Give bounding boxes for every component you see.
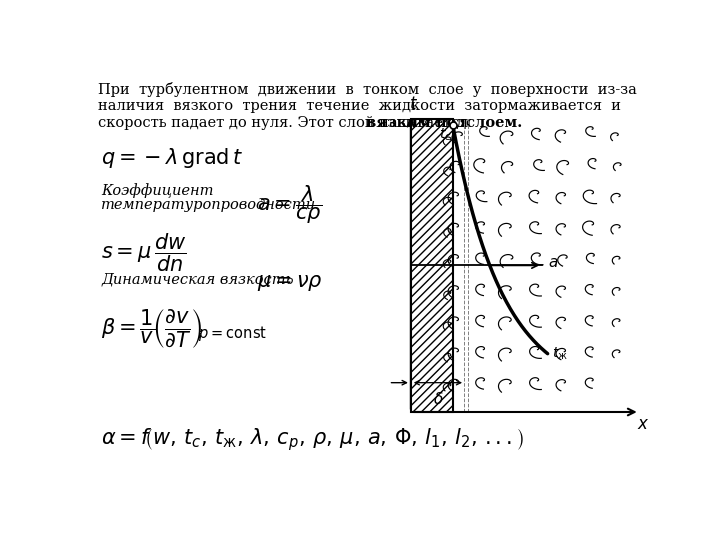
Text: $t_{\text{ж}}$: $t_{\text{ж}}$ — [552, 346, 568, 362]
Bar — [411, 119, 453, 412]
Text: $t_c$: $t_c$ — [438, 127, 451, 143]
Text: Коэффициент: Коэффициент — [101, 183, 214, 198]
Text: $\delta$: $\delta$ — [433, 391, 444, 407]
Bar — [411, 119, 636, 412]
Text: При  турбулентном  движении  в  тонком  слое  у  поверхности  из-за: При турбулентном движении в тонком слое … — [98, 82, 636, 97]
Text: $a$: $a$ — [547, 256, 558, 271]
Text: Динамическая вязкость: Динамическая вязкость — [101, 273, 294, 287]
Text: $a = \dfrac{\lambda}{c\rho}$: $a = \dfrac{\lambda}{c\rho}$ — [258, 183, 323, 226]
Text: скорость падает до нуля. Этот слой называется: скорость падает до нуля. Этот слой назыв… — [98, 116, 473, 130]
Text: наличия  вязкого  трения  течение  жидкости  затормаживается  и: наличия вязкого трения течение жидкости … — [98, 99, 621, 113]
Text: $\mu = \nu\rho$: $\mu = \nu\rho$ — [258, 273, 323, 293]
Text: $\beta = \dfrac{1}{v}\!\left(\dfrac{\partial v}{\partial T}\right)_{\!\!p=\mathr: $\beta = \dfrac{1}{v}\!\left(\dfrac{\par… — [101, 308, 267, 352]
Text: температуропроводности: температуропроводности — [101, 198, 316, 212]
Text: $x$: $x$ — [637, 416, 649, 433]
Text: $q = -\lambda\,\mathrm{grad}\,t$: $q = -\lambda\,\mathrm{grad}\,t$ — [101, 146, 243, 170]
Text: $s = \mu\,\dfrac{dw}{dn}$: $s = \mu\,\dfrac{dw}{dn}$ — [101, 231, 186, 274]
Text: вязким подслоем.: вязким подслоем. — [366, 116, 523, 130]
Text: $t$: $t$ — [409, 96, 418, 113]
Text: $\alpha = f\!\left(w,\,t_c,\,t_{\text{ж}},\,\lambda,\,c_p,\,\rho,\,\mu,\,a,\,\Ph: $\alpha = f\!\left(w,\,t_c,\,t_{\text{ж}… — [101, 427, 524, 454]
